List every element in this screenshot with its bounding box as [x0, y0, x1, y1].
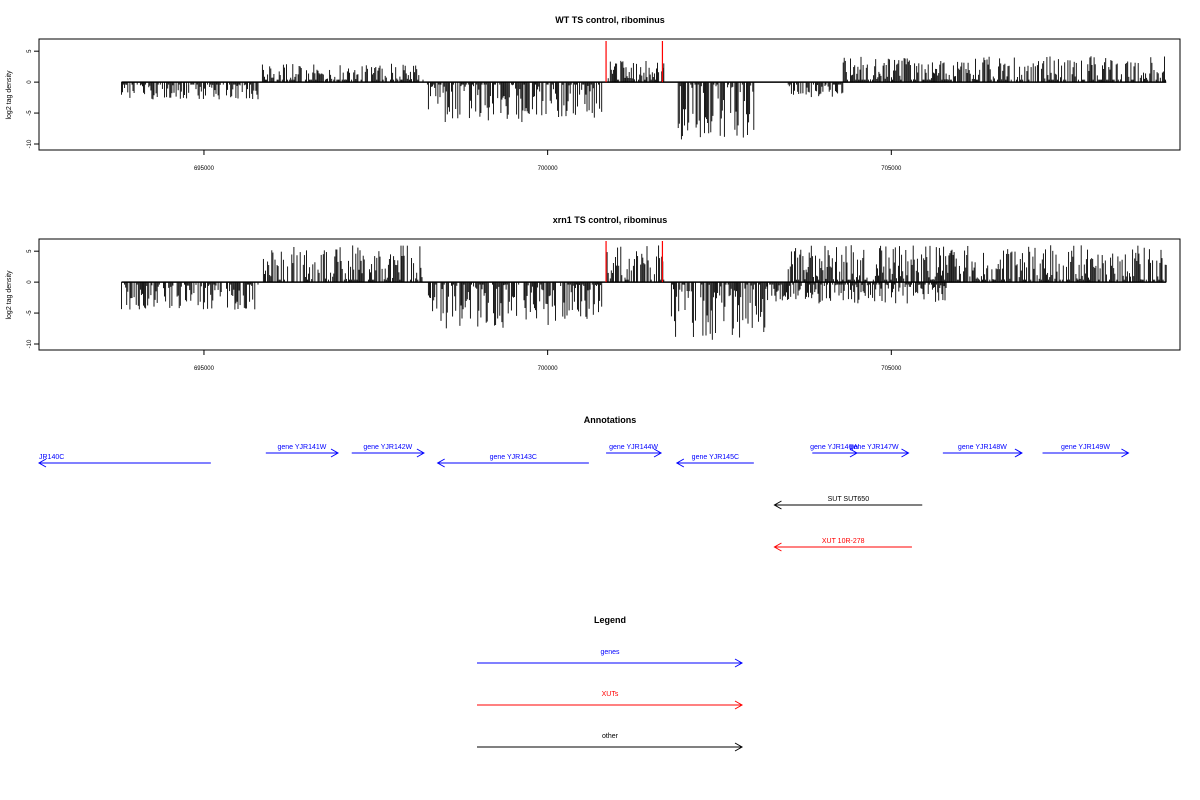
legend-label: genes — [600, 649, 620, 656]
y-tick-label: -10 — [27, 339, 33, 348]
axes: 5 0 -5 -10 695000 700000 705000 — [27, 49, 902, 172]
y-axis-label: log2 tag density — [6, 270, 13, 320]
annotation-feature[interactable]: gene YJR147W — [839, 444, 910, 458]
legend-item: XUTs — [477, 691, 744, 710]
feature-arrowhead — [773, 500, 782, 510]
annotation-feature[interactable]: gene YJR141W — [265, 444, 340, 458]
feature-label: gene YJR145C — [692, 454, 739, 461]
x-tick-label: 700000 — [538, 166, 559, 172]
panel-title: xrn1 TS control, ribominus — [553, 215, 668, 225]
feature-arrowhead — [436, 458, 445, 468]
legend-label: other — [602, 733, 619, 740]
feature-arrowhead — [1121, 448, 1130, 458]
x-tick-label: 705000 — [881, 166, 902, 172]
feature-label: JR140C — [39, 454, 64, 461]
legend-item: other — [477, 733, 744, 752]
feature-label: gene YJR147W — [850, 444, 899, 451]
legend-arrowhead — [734, 742, 744, 752]
y-tick-label: -10 — [27, 139, 33, 148]
legend-label: XUTs — [602, 691, 619, 698]
legend-title: Legend — [594, 615, 626, 625]
feature-arrowhead — [901, 448, 910, 458]
axes: 5 0 -5 -10 695000 700000 705000 — [27, 249, 902, 372]
annotations-track: Annotations JR140C gene YJR141W gene YJR14… — [37, 415, 1130, 552]
annotation-feature[interactable]: gene YJR149W — [1042, 444, 1130, 458]
feature-label: gene YJR148W — [958, 444, 1007, 451]
feature-arrowhead — [773, 542, 782, 552]
y-tick-label: 5 — [27, 249, 33, 253]
feature-arrowhead — [416, 448, 425, 458]
feature-label: SUT SUT650 — [828, 496, 870, 503]
feature-label: gene YJR143C — [490, 454, 537, 461]
plot-frame — [38, 238, 1181, 351]
signal-bars — [121, 41, 1167, 140]
legend-items: genes XUTs other — [477, 649, 744, 752]
xrn1-signal-panel: xrn1 TS control, ribominus log2 tag dens… — [6, 215, 1181, 372]
legend-item: genes — [477, 649, 744, 668]
feature-arrowhead — [653, 448, 663, 458]
annotation-features: JR140C gene YJR141W gene YJR142W gene YJR14… — [37, 444, 1130, 552]
feature-label: gene YJR142W — [363, 444, 412, 451]
y-axis-label: log2 tag density — [6, 70, 13, 120]
annotation-feature[interactable]: gene YJR144W — [606, 444, 663, 458]
feature-label: gene YJR144W — [609, 444, 658, 451]
feature-arrowhead — [330, 448, 340, 458]
x-tick-label: 700000 — [538, 366, 559, 372]
annotation-feature[interactable]: gene YJR148W — [942, 444, 1023, 458]
x-tick-label: 705000 — [881, 366, 902, 372]
plot-frame — [38, 38, 1181, 151]
signal-bars — [121, 241, 1167, 340]
annotation-feature[interactable]: gene YJR143C — [436, 454, 589, 468]
legend: Legend genes XUTs other — [477, 615, 744, 752]
feature-label: gene YJR146W — [810, 444, 859, 451]
legend-arrowhead — [734, 658, 744, 668]
feature-arrowhead — [37, 458, 47, 468]
annotations-title: Annotations — [584, 415, 637, 425]
feature-label: gene YJR149W — [1061, 444, 1110, 451]
wt-signal-panel: WT TS control, ribominus log2 tag densit… — [6, 15, 1181, 172]
feature-label: XUT 10R-278 — [822, 538, 865, 545]
y-tick-label: 5 — [27, 49, 33, 53]
legend-arrowhead — [734, 700, 744, 710]
y-tick-label: 0 — [27, 80, 33, 84]
x-tick-label: 695000 — [194, 166, 215, 172]
annotation-feature[interactable]: SUT SUT650 — [773, 496, 923, 510]
annotation-feature[interactable]: XUT 10R-278 — [773, 538, 912, 552]
annotation-feature[interactable]: gene YJR142W — [351, 444, 425, 458]
y-tick-label: -5 — [27, 110, 33, 116]
x-tick-label: 695000 — [194, 366, 215, 372]
y-tick-label: 0 — [27, 280, 33, 284]
feature-arrowhead — [1014, 448, 1023, 458]
y-tick-label: -5 — [27, 310, 33, 316]
feature-label: gene YJR141W — [277, 444, 326, 451]
annotation-feature[interactable]: gene YJR145C — [675, 454, 754, 468]
feature-arrowhead — [675, 458, 685, 468]
panel-title: WT TS control, ribominus — [555, 15, 665, 25]
annotation-feature[interactable]: JR140C — [37, 454, 211, 468]
